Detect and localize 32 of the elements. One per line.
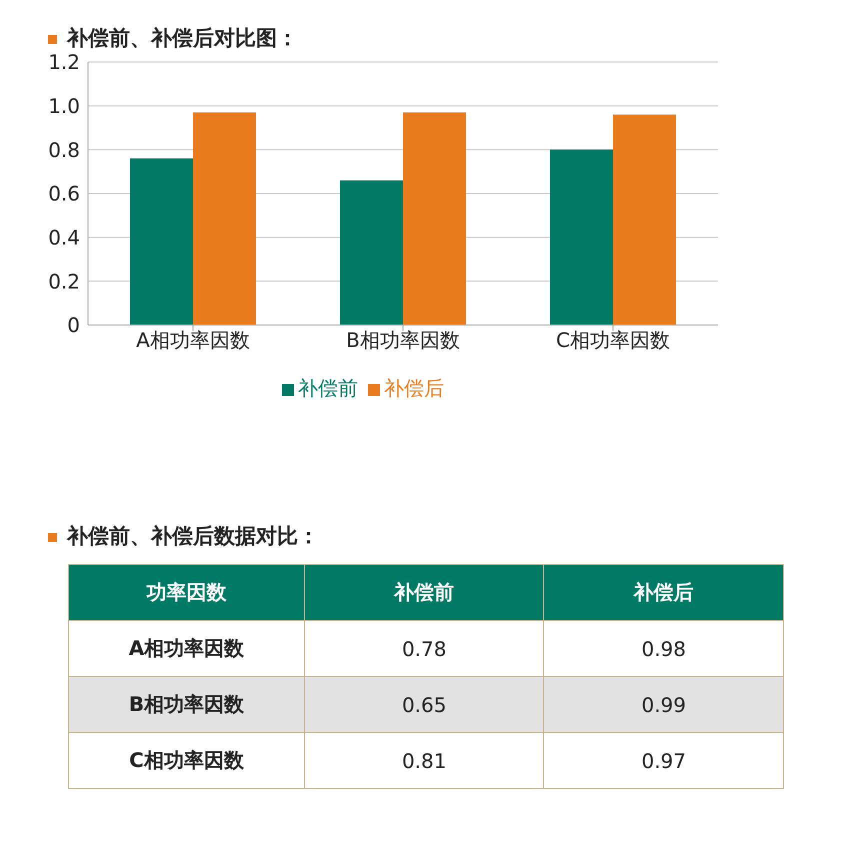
text: A相功率因数 <box>68 620 304 676</box>
bar <box>193 112 256 325</box>
y-tick-label: 1.2 <box>48 50 80 74</box>
text: 补偿后 <box>544 564 784 620</box>
y-tick-label: 0.8 <box>48 138 80 162</box>
chart-title: 补偿前、补偿后对比图： <box>66 25 299 52</box>
text: 0.98 <box>544 620 784 676</box>
y-tick-label: 0.4 <box>48 225 80 250</box>
text: 补偿前 <box>304 564 544 620</box>
x-tick-label: A相功率因数 <box>136 328 250 352</box>
bar <box>550 150 613 325</box>
text: C相功率因数 <box>68 732 304 788</box>
text: 0.81 <box>304 732 544 788</box>
text: B相功率因数 <box>68 676 304 732</box>
legend-label: 补偿后 <box>384 376 444 400</box>
bar <box>130 158 193 325</box>
text: 0.99 <box>544 676 784 732</box>
text: 补偿前、补偿后数据对比： <box>66 523 320 550</box>
y-tick-label: 0 <box>67 313 80 338</box>
text: 0.78 <box>304 620 544 676</box>
y-tick-label: 0.6 <box>48 182 80 206</box>
text: 0.97 <box>544 732 784 788</box>
text: 功率因数 <box>68 564 304 620</box>
y-tick-label: 1.0 <box>48 94 80 118</box>
text: 0.65 <box>304 676 544 732</box>
legend-label: 补偿前 <box>298 376 358 400</box>
bar <box>403 112 466 325</box>
bar <box>340 180 403 325</box>
x-tick-label: B相功率因数 <box>346 328 460 352</box>
y-tick-label: 0.2 <box>48 269 80 294</box>
bar <box>613 114 676 325</box>
x-tick-label: C相功率因数 <box>556 328 670 352</box>
